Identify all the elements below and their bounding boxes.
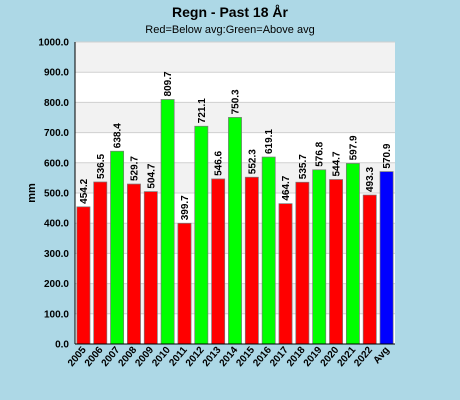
bar-2021 [345,163,360,345]
bar-2005 [76,206,91,345]
y-tick-200.0: 200.0 [44,279,69,290]
bar-2006 [93,181,108,345]
bar-2009 [143,191,158,345]
data-label-Avg: 570.9 [382,143,393,168]
bar-2020 [329,179,343,345]
y-tick-100.0: 100.0 [44,309,69,320]
bar-2017 [278,203,293,345]
bar-2015 [244,176,259,345]
bar-2013 [211,178,226,345]
data-label-2016: 619.1 [264,129,275,154]
data-label-2021: 597.9 [348,135,359,160]
y-tick-900.0: 900.0 [44,68,69,79]
data-label-2018: 535.7 [298,154,309,179]
bar-2014 [228,117,242,345]
y-tick-400.0: 400.0 [44,219,69,230]
data-label-2008: 529.7 [129,156,140,181]
bar-2019 [312,169,327,345]
data-label-2014: 750.3 [231,89,242,114]
bar-2011 [177,222,192,345]
y-tick-0.0: 0.0 [55,340,69,351]
data-label-2017: 464.7 [281,175,292,200]
y-tick-1000.0: 1000.0 [38,38,69,49]
data-label-2009: 504.7 [146,163,157,188]
y-tick-labels: 0.0 100.0 200.0 300.0 400.0 500.0 600.0 700.0 80… [38,38,69,351]
data-label-2015: 552.3 [247,149,258,174]
chart-subtitle: Red=Below avg:Green=Above avg [145,24,314,36]
data-labels: 454.2 536.5 638.4 529.7 504.7 809.7 399.7 721.1… [79,71,393,220]
data-label-2019: 576.8 [315,141,326,166]
data-label-2010: 809.7 [163,71,174,96]
y-tick-700.0: 700.0 [44,128,69,139]
x-tick-Avg: Avg [372,345,392,366]
y-axis-label: mm [26,183,38,203]
data-label-2006: 536.5 [96,154,107,179]
data-label-2005: 454.2 [79,178,90,203]
bar-Avg [379,171,394,345]
data-label-2012: 721.1 [197,98,208,123]
bar-2018 [295,181,310,345]
x-tick-2010: 2010 [150,345,173,369]
bar-2016 [261,156,276,345]
chart-title: Regn - Past 18 År [172,4,288,20]
data-label-2007: 638.4 [113,123,124,148]
bar-2012 [194,125,209,345]
plot-band-9 [75,42,395,73]
bar-2010 [160,99,175,345]
y-tick-300.0: 300.0 [44,249,69,260]
plot-band-8 [75,72,395,103]
y-tick-800.0: 800.0 [44,98,69,109]
axes [74,42,395,345]
x-tick-labels: 2005200620072008200920102011201220132014… [66,345,392,369]
data-label-2020: 544.7 [332,151,343,176]
x-tick-2022: 2022 [352,345,375,369]
y-tick-500.0: 500.0 [44,189,69,200]
y-tick-600.0: 600.0 [44,158,69,169]
bar-2007 [110,150,125,345]
bars [76,99,394,345]
data-label-2013: 546.6 [214,150,225,175]
bar-2022 [362,194,377,345]
data-label-2011: 399.7 [180,195,191,220]
data-label-2022: 493.3 [365,167,376,192]
bar-2008 [127,183,141,345]
